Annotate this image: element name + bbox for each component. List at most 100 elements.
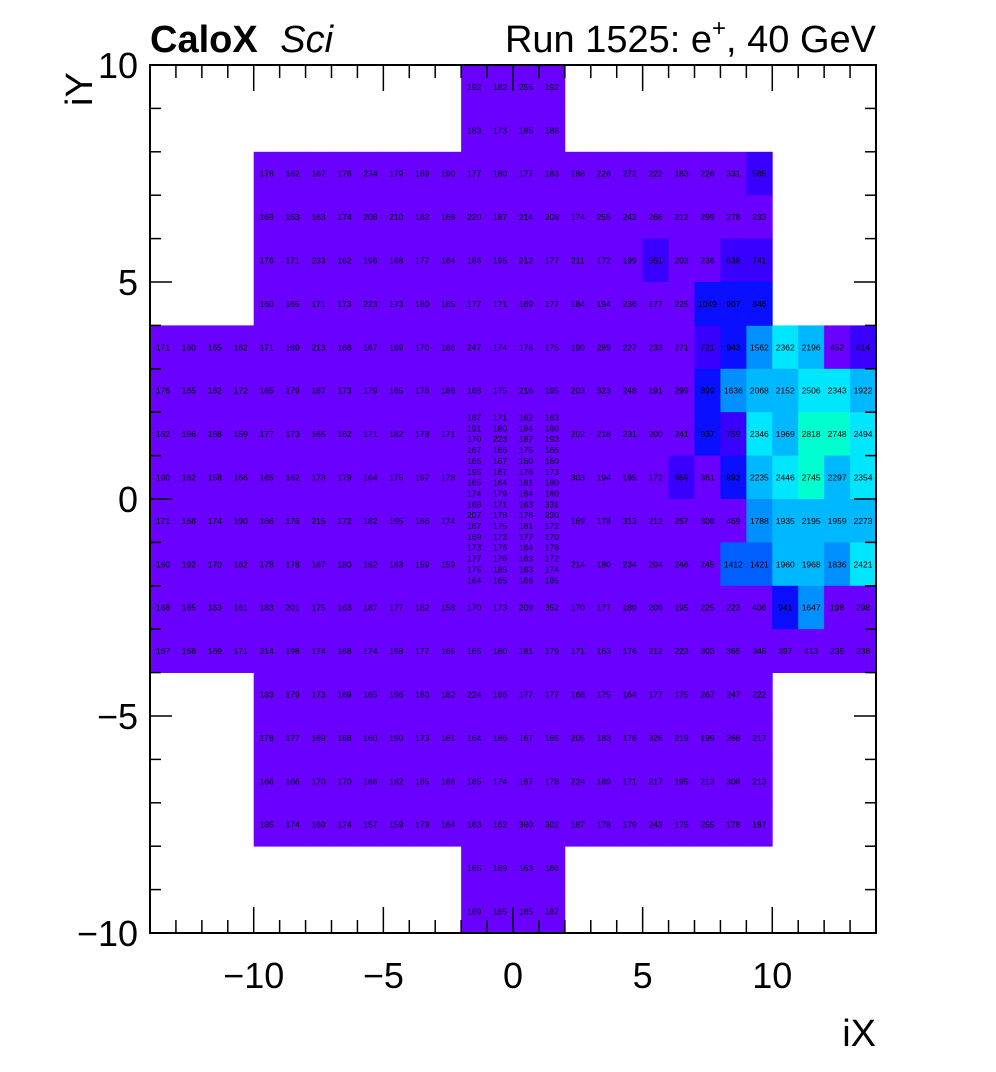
heatmap-cell [824,499,851,543]
heatmap-cell [513,433,540,446]
heatmap-cell [538,423,566,435]
heatmap-cell [279,195,306,239]
heatmap-cell [357,368,384,413]
cell-value-label: 255 [597,212,611,222]
cell-value-label: 741 [752,256,766,266]
cell-value-label: 298 [856,603,870,613]
cell-value-label: 212 [649,516,663,526]
cell-value-label: 233 [752,212,766,222]
heatmap-cell [720,455,747,500]
cell-value-label: 163 [519,554,533,564]
cell-value-label: 176 [623,646,637,656]
heatmap-cell [487,477,514,489]
heatmap-cell [564,455,592,500]
cell-value-label: 171 [363,429,377,439]
heatmap-cell [668,585,695,630]
heatmap-cell [694,455,721,500]
cell-value-label: 203 [674,256,688,266]
cell-value-label: 226 [700,169,714,179]
cell-value-label: 169 [519,299,533,309]
cell-value-label: 1935 [776,516,795,526]
heatmap-cell [487,509,514,522]
cell-value-label: 163 [597,646,611,656]
heatmap-cells [150,65,877,934]
brand-name: CaloX [150,19,258,61]
cell-value-label: 174 [493,342,507,352]
cell-value-label: 180 [415,690,429,700]
cell-value-label: 159 [389,820,403,830]
cell-value-label: 179 [415,820,429,830]
cell-value-label: 171 [571,646,585,656]
cell-value-label: 162 [337,429,351,439]
cell-value-label: 182 [363,516,377,526]
heatmap-cell [409,325,436,370]
heatmap-cell [513,368,540,413]
cell-value-label: 174 [208,516,222,526]
heatmap-cell [746,195,773,239]
cell-value-label: 177 [415,646,429,656]
heatmap-cell [383,412,410,456]
heatmap-cell [487,195,514,239]
cell-value-label: 1959 [828,516,847,526]
cell-value-label: 255 [519,82,533,92]
cell-value-label: 469 [726,516,740,526]
heatmap-cell [616,455,644,500]
cell-value-label: 177 [519,532,533,542]
heatmap-cell [668,672,695,717]
cell-value-label: 165 [182,603,196,613]
heatmap-cell [461,672,488,717]
heatmap-cell [513,325,540,370]
heatmap-cell [564,151,592,196]
cell-value-label: 218 [597,429,611,439]
cell-value-label: 175 [674,820,688,830]
heatmap-cell [772,499,799,543]
heatmap-cell [331,282,358,326]
heatmap-cell [642,455,669,500]
heatmap-cell [694,195,721,239]
heatmap-cell [513,423,540,435]
cell-value-label: 234 [363,169,377,179]
heatmap-cell [357,195,384,239]
cell-value-label: 177 [286,733,300,743]
cell-value-label: 187 [493,212,507,222]
cell-value-label: 182 [441,690,455,700]
cell-value-label: 168 [389,256,403,266]
heatmap-cell [513,195,540,239]
y-tick-label: 10 [98,45,138,86]
heatmap-cell [824,325,851,370]
cell-value-label: 173 [493,125,507,135]
heatmap-cell [279,716,306,760]
cell-value-label: 1421 [750,559,769,569]
heatmap-cell [279,412,306,456]
heatmap-cell [461,108,488,153]
cell-value-label: 179 [623,820,637,830]
heatmap-cell [513,531,540,543]
heatmap-cell [694,802,721,847]
heatmap-cell [383,151,410,196]
heatmap-cell [357,238,384,283]
cell-value-label: 175 [389,473,403,483]
cell-value-label: 167 [363,342,377,352]
heatmap-cell [461,531,488,543]
heatmap-cell [538,520,566,532]
heatmap-cell [487,368,514,413]
cell-value-label: 185 [493,564,507,574]
heatmap-cell [668,282,695,326]
heatmap-cell [305,195,332,239]
cell-value-label: 164 [519,543,533,553]
cell-value-label: 406 [752,603,766,613]
heatmap-cell [694,282,721,326]
cell-value-label: 303 [571,473,585,483]
cell-value-label: 194 [597,299,611,309]
heatmap-cell [616,716,644,760]
cell-value-label: 159 [415,559,429,569]
cell-value-label: 160 [260,299,274,309]
heatmap-cell [694,759,721,804]
heatmap-cell [668,412,695,456]
cell-value-label: 178 [597,820,611,830]
cell-value-label: 177 [545,690,559,700]
heatmap-cell [513,282,540,326]
cell-value-label: 2196 [802,342,821,352]
heatmap-cell [616,585,644,630]
cell-value-label: 941 [778,603,792,613]
